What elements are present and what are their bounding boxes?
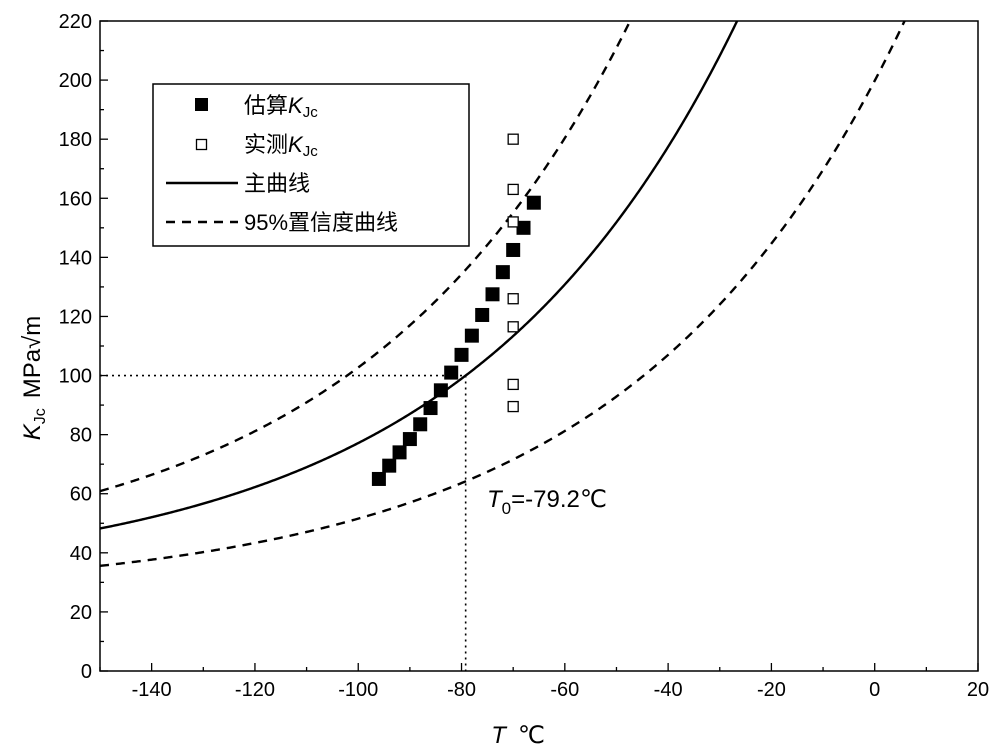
measured-point [508,294,518,304]
y-tick-label: 120 [59,306,92,328]
legend: 估算KJc 实测KJc 主曲线 95%置信度曲线 [153,84,469,246]
y-tick-label: 160 [59,188,92,210]
legend-item-measured-sub: Jc [303,143,319,160]
measured-point [508,379,518,389]
x-tick-label: -140 [132,679,172,701]
x-axis-unit: ℃ [518,722,545,749]
legend-item-confidence-curve: 95%置信度曲线 [244,210,398,235]
x-tick-label: 20 [967,679,989,701]
measured-point [508,217,518,227]
t0-value: =-79.2℃ [511,486,607,513]
x-axis-label: T℃ [491,722,545,749]
legend-item-measured-prefix: 实测 [244,132,288,157]
legend-item-estimated-prefix: 估算 [244,93,288,118]
estimated-point [496,265,510,279]
y-tick-label: 200 [59,70,92,92]
estimated-point [506,243,520,257]
estimated-point [455,348,469,362]
y-axis-sub: Jc [32,408,49,424]
x-tick-label: -100 [338,679,378,701]
legend-item-measured-var: K [288,132,304,157]
y-tick-label: 140 [59,247,92,269]
y-tick-label: 100 [59,366,92,388]
estimated-point [393,445,407,459]
y-axis-label: KJc MPa√m [19,316,49,441]
x-tick-label: -120 [235,679,275,701]
estimated-point [527,196,541,210]
x-tick-label: 0 [869,679,880,701]
t0-sub: 0 [502,499,511,518]
x-tick-label: -80 [447,679,476,701]
y-tick-label: 180 [59,129,92,151]
x-tick-label: -40 [654,679,683,701]
measured-point [508,184,518,194]
legend-open-square-marker [197,140,207,150]
legend-item-estimated-var: K [288,93,304,118]
measured-point [508,134,518,144]
y-tick-label: 80 [70,425,92,447]
estimated-point [382,459,396,473]
legend-item-estimated-sub: Jc [303,104,319,121]
x-axis-var: T [491,722,508,749]
x-tick-label: -60 [550,679,579,701]
t0-annotation: T0=-79.2℃ [487,486,607,518]
reference-lines [100,376,466,671]
y-tick-label: 60 [70,484,92,506]
y-tick-label: 20 [70,602,92,624]
estimated-point [444,366,458,380]
estimated-point [413,417,427,431]
legend-item-master-curve: 主曲线 [244,171,310,196]
y-axis-var: K [19,423,46,440]
upper-95-curve [100,7,637,491]
estimated-point [424,401,438,415]
y-tick-label: 0 [81,661,92,683]
y-axis-unit: MPa√m [19,316,46,399]
measured-point [508,322,518,332]
estimated-point [465,329,479,343]
estimated-point [475,308,489,322]
estimated-point [372,472,386,486]
y-tick-label: 40 [70,543,92,565]
x-tick-label: -20 [757,679,786,701]
legend-filled-square-marker [195,98,208,111]
estimated-point [486,287,500,301]
estimated-point [403,432,417,446]
measured-point [508,402,518,412]
estimated-point [434,383,448,397]
y-tick-label: 220 [59,11,92,33]
